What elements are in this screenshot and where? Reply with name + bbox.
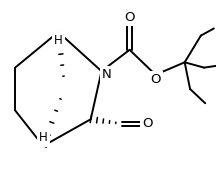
Text: N: N <box>102 68 111 81</box>
Text: H: H <box>39 132 48 145</box>
Text: H: H <box>54 33 63 46</box>
Text: O: O <box>142 117 153 130</box>
Text: O: O <box>124 11 135 24</box>
Text: O: O <box>150 73 161 86</box>
